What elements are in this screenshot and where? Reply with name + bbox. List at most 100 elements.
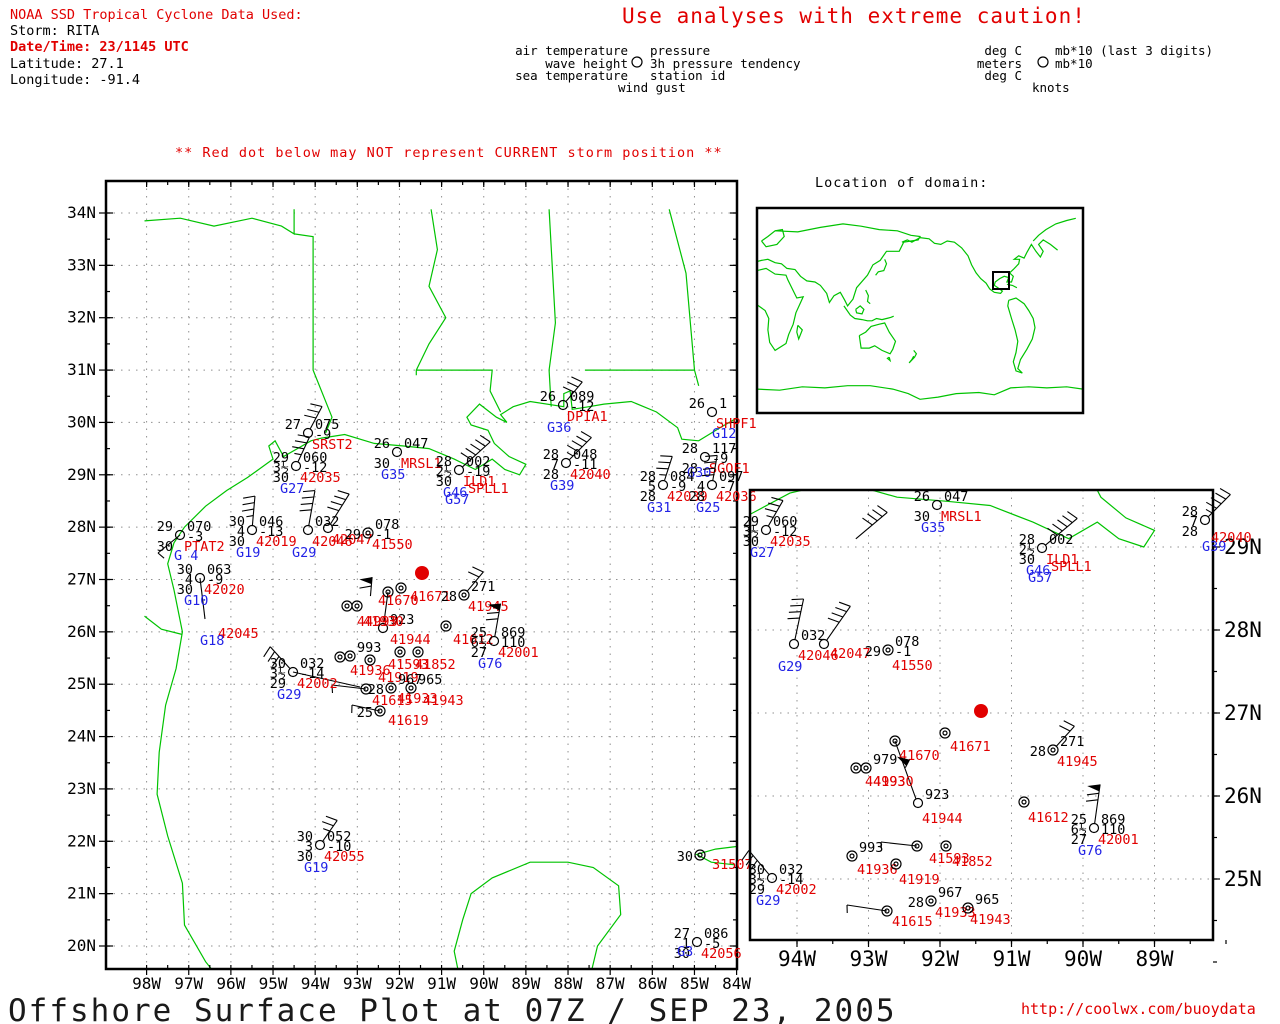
svg-text:41930: 41930 [363,614,404,630]
main-x-label: 91W [427,974,456,993]
svg-text:42055: 42055 [324,849,365,865]
station-42047: 42047 [818,601,871,662]
svg-text:G25: G25 [696,500,720,516]
main-x-label: 88W [554,974,583,993]
svg-text:42047: 42047 [332,532,373,548]
main-y-label: 21N [67,884,96,903]
svg-text:27: 27 [471,645,487,661]
svg-text:2½: 2½ [1019,542,1035,558]
svg-text:086: 086 [704,926,728,942]
legend-unit-knots: knots [1032,80,1070,95]
svg-text:26: 26 [540,389,556,405]
main-y-label: 30N [67,412,96,431]
svg-text:110: 110 [501,635,525,651]
legend-units-circle [1037,56,1049,68]
svg-text:41612: 41612 [1028,810,1069,826]
svg-text:29: 29 [345,527,361,543]
svg-text:28: 28 [682,441,698,457]
main-y-label: 33N [67,255,96,274]
svg-text:42039: 42039 [667,489,708,505]
svg-text:29: 29 [743,514,759,530]
svg-text:G31: G31 [647,500,671,516]
svg-text:-12: -12 [773,524,797,540]
svg-text:3½: 3½ [273,460,289,476]
inset-x-label: 90W [1064,947,1102,971]
svg-text:41852: 41852 [952,854,993,870]
svg-text:G12: G12 [712,426,736,442]
storm-position-dot-inset [974,704,988,718]
svg-text:046: 046 [259,514,283,530]
svg-text:30: 30 [914,509,930,525]
legend-unit-mb10: mb*10 (last 3 digits) [1055,43,1214,58]
svg-text:078: 078 [895,634,919,650]
svg-text:032: 032 [300,656,324,672]
svg-text:41593: 41593 [929,851,970,867]
svg-text:G19: G19 [304,860,328,876]
svg-text:3½: 3½ [270,666,286,682]
inset-y-label: 26N [1224,784,1262,808]
svg-text:-9: -9 [207,572,223,588]
main-y-label: 27N [67,569,96,588]
station-41919: 41919 [890,858,940,888]
svg-text:032: 032 [801,628,825,644]
svg-text:089: 089 [570,389,594,405]
svg-text:30: 30 [157,539,173,555]
svg-text:1: 1 [719,396,727,412]
svg-text:30: 30 [436,474,452,490]
legend-station-circle [631,56,643,68]
main-y-label: 29N [67,465,96,484]
station-plot [855,505,888,540]
svg-text:965: 965 [975,892,999,908]
svg-text:30: 30 [297,829,313,845]
svg-text:30: 30 [177,562,193,578]
station-41671: 41671 [939,727,991,755]
svg-text:41944: 41944 [390,632,431,648]
station-42047: 42047 [322,490,373,548]
svg-text:075: 075 [315,417,339,433]
svg-text:-12: -12 [570,399,594,415]
inset-y-label: 27N [1224,701,1262,725]
svg-text:869: 869 [1101,812,1125,828]
svg-text:28: 28 [908,895,924,911]
station-31507: 30 31507 [677,849,753,873]
svg-text:41612: 41612 [453,632,494,648]
station-plot [351,600,363,612]
svg-text:41943: 41943 [423,693,464,709]
station-41612: 41612 [440,620,494,648]
svg-text:41615: 41615 [892,914,933,930]
svg-text:SRST2: SRST2 [312,437,353,453]
svg-text:032: 032 [779,862,803,878]
svg-text:30: 30 [177,582,193,598]
svg-text:-7: -7 [719,479,735,495]
svg-text:063: 063 [207,562,231,578]
svg-text:28: 28 [1182,524,1198,540]
svg-text:44993: 44993 [865,774,906,790]
svg-text:27: 27 [285,417,301,433]
svg-text:6½: 6½ [471,635,487,651]
inset-x-label: 93W [850,947,888,971]
svg-text:-11: -11 [573,457,597,473]
svg-text:3½: 3½ [743,524,759,540]
header-storm-name: Storm: RITA [10,23,100,39]
main-y-label: 28N [67,517,96,536]
svg-text:41945: 41945 [468,599,509,615]
main-x-label: 86W [638,974,667,993]
svg-text:G57: G57 [1028,570,1052,586]
svg-text:ILD1: ILD1 [463,474,496,490]
station-41936: 993 41936 [344,640,391,679]
svg-text:-12: -12 [303,460,327,476]
header-latitude: Latitude: 27.1 [10,56,124,72]
legend-sea-temperature: sea temperature [515,68,628,83]
source-url: http://coolwx.com/buoydata [1021,1000,1256,1018]
main-map: 98W 97W 96W 95W 94W 93W 92W 91W 90W 89W 88W 87W 86W 8… [67,179,757,993]
svg-text:41936: 41936 [857,862,898,878]
svg-text:28: 28 [368,682,384,698]
svg-text:-14: -14 [779,872,803,888]
